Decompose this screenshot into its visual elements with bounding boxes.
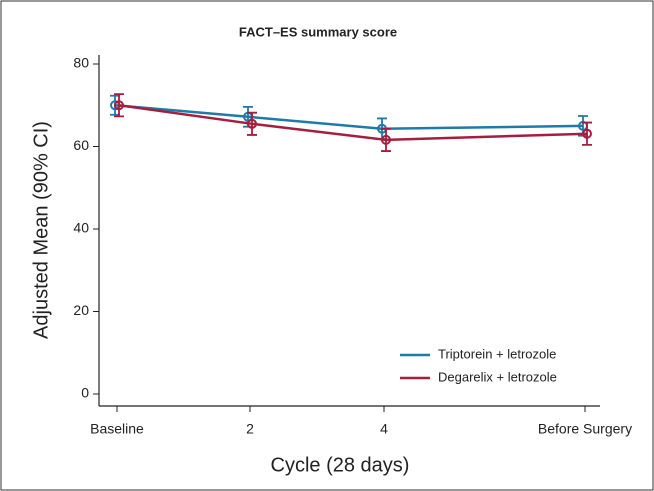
- legend-label: Degarelix + letrozole: [438, 369, 557, 384]
- x-axis-label: Cycle (28 days): [271, 454, 410, 476]
- y-tick-label: 20: [73, 302, 89, 318]
- x-tick-label: 2: [246, 421, 254, 437]
- point: [114, 100, 124, 111]
- y-tick-label: 0: [81, 385, 89, 401]
- y-tick-label: 60: [73, 137, 89, 153]
- chart-title: FACT–ES summary score: [239, 24, 397, 39]
- error-bar: [381, 127, 391, 152]
- x-tick-label: 4: [380, 421, 388, 437]
- legend-label: Triptorein + letrozole: [438, 346, 556, 361]
- point: [582, 128, 592, 139]
- error-bar: [114, 93, 124, 118]
- series-line: [118, 104, 588, 142]
- point: [381, 134, 391, 145]
- error-bar: [247, 111, 257, 136]
- point: [247, 118, 257, 129]
- series-line: [114, 104, 584, 131]
- x-tick-label: Before Surgery: [538, 421, 632, 437]
- y-tick-label: 40: [73, 220, 89, 236]
- x-tick-label: Baseline: [90, 421, 144, 437]
- y-tick-label: 80: [73, 55, 89, 71]
- error-bar: [582, 121, 592, 146]
- y-axis-label: Adjusted Mean (90% CI): [30, 121, 52, 339]
